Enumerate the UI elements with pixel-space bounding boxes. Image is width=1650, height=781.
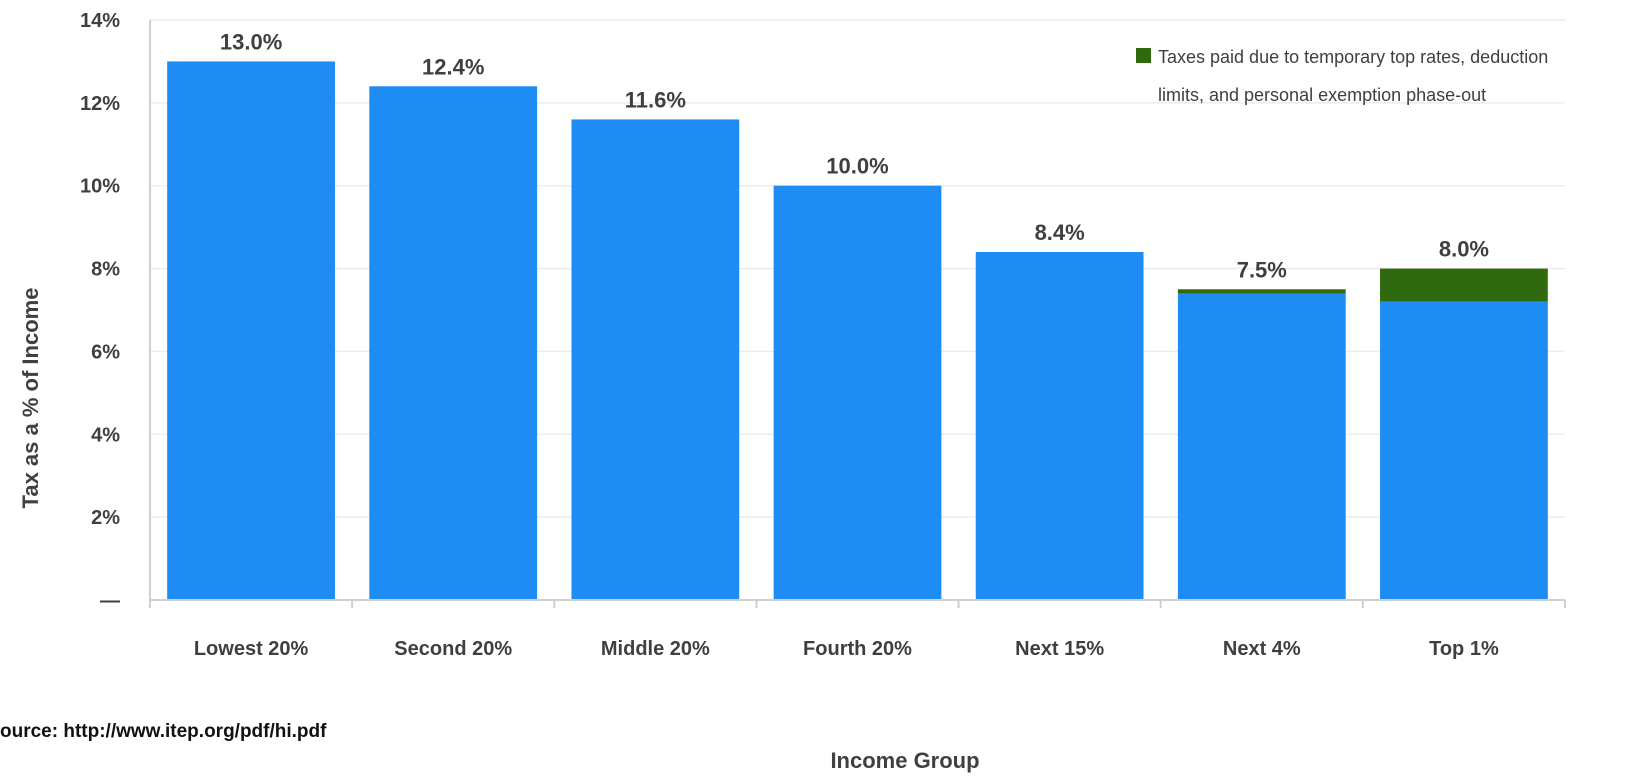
- data-label: 8.4%: [1035, 220, 1085, 245]
- data-label: 12.4%: [422, 54, 484, 79]
- y-tick-label: 4%: [91, 424, 120, 446]
- x-tick-label: Middle 20%: [601, 638, 710, 660]
- bar-base-4: [773, 185, 942, 600]
- data-label: 10.0%: [826, 154, 888, 179]
- y-tick-label: 14%: [80, 10, 120, 32]
- x-tick-label: Lowest 20%: [194, 638, 309, 660]
- bars: [167, 61, 1548, 601]
- bar-base-7: [1380, 301, 1548, 600]
- bar-base-6: [1177, 293, 1346, 600]
- bar-base-1: [167, 61, 335, 600]
- x-tick-label: Top 1%: [1429, 638, 1499, 660]
- y-tick-label: 10%: [80, 176, 120, 198]
- x-tick-label: Second 20%: [394, 638, 512, 660]
- data-label: 11.6%: [625, 87, 686, 112]
- x-axis-title: Income Group: [830, 748, 979, 773]
- data-label: 8.0%: [1439, 237, 1489, 262]
- y-tick-label: 12%: [80, 93, 120, 115]
- y-tick-label: 2%: [91, 507, 120, 529]
- x-tick-label: Next 15%: [1015, 638, 1104, 660]
- labels: — 2% 4% 6% 8% 10% 12% 14% 13.0% Lowest 20% 12.4% Se…: [80, 10, 1499, 660]
- legend-label-line-1: Taxes paid due to temporary top rates, d…: [1158, 47, 1548, 67]
- legend-swatch: [1136, 48, 1151, 63]
- source-note: ource: http://www.itep.org/pdf/hi.pdf: [0, 721, 327, 742]
- data-label: 7.5%: [1237, 257, 1287, 282]
- bar-base-2: [369, 86, 538, 601]
- x-tick-label: Fourth 20%: [803, 638, 912, 660]
- legend-label-line-2: limits, and personal exemption phase-out: [1158, 85, 1486, 105]
- y-tick-label: —: [100, 590, 120, 612]
- bar-base-5: [975, 252, 1144, 600]
- legend: Taxes paid due to temporary top rates, d…: [1136, 47, 1548, 105]
- bar-stacked-7: [1380, 268, 1548, 302]
- bar-base-3: [571, 119, 740, 600]
- y-tick-label: 8%: [91, 259, 120, 281]
- bar-stacked-6: [1177, 289, 1346, 294]
- data-label: 13.0%: [220, 29, 282, 54]
- x-tick-label: Next 4%: [1223, 638, 1301, 660]
- axes: [149, 20, 1566, 608]
- y-axis-title: Tax as a % of Income: [18, 288, 43, 509]
- y-tick-label: 6%: [91, 341, 120, 363]
